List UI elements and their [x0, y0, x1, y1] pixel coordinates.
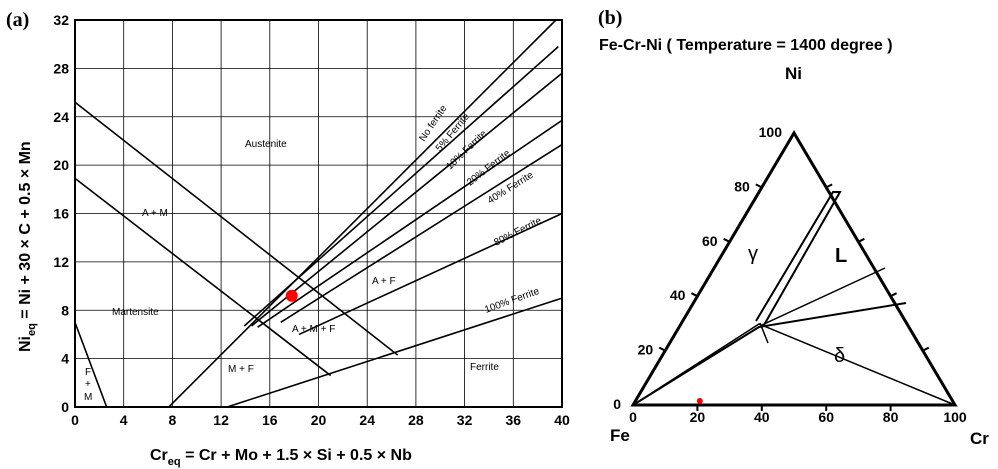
x-tick-label: 32 — [457, 412, 473, 428]
y-tick-label: 28 — [53, 60, 69, 76]
x-tick-label: 12 — [213, 412, 229, 428]
boundary-gamma-delta — [632, 323, 956, 406]
panel-a-label: (a) — [6, 9, 29, 31]
x-tick-label: 28 — [408, 412, 424, 428]
left-tick-mark — [658, 346, 666, 352]
region-a-plus-f: A + F — [372, 276, 396, 287]
y-axis-title-main: Ni — [17, 336, 34, 352]
austenite-martensite-boundary — [74, 101, 399, 356]
boundary-gamma-liquid — [755, 191, 842, 326]
y-tick-label: 20 — [53, 157, 69, 173]
region-plus-label: + — [85, 379, 91, 390]
ternary-bottom-tick-labels: 0 20 40 60 80 100 — [629, 409, 967, 425]
y-axis-title-sub: eq — [26, 323, 38, 336]
y-tick-label: 8 — [61, 302, 69, 318]
panel-a-x-tick-labels: 0 4 8 12 16 20 24 28 32 36 40 — [71, 412, 570, 428]
martensite-boundary — [74, 177, 332, 377]
region-a-plus-m-plus-f: A + M + F — [292, 324, 335, 335]
phase-delta: δ — [834, 345, 845, 367]
panel-a-y-axis-title: Nieq = Ni + 30 × C + 0.5 × Mn — [17, 141, 38, 352]
region-martensite: Martensite — [112, 307, 159, 318]
left-tick-mark — [755, 183, 763, 189]
panel-a-y-tick-labels: 0 4 8 12 16 20 24 28 32 — [53, 12, 69, 415]
panel-a-phase-lines — [74, 19, 563, 408]
panel-b-ternary-diagram: (b) Fe-Cr-Ni ( Temperature = 1400 degree… — [598, 7, 989, 448]
left-tick-label: 0 — [613, 396, 621, 412]
right-tick-mark — [890, 292, 898, 298]
region-ferrite: Ferrite — [470, 362, 499, 373]
ferrite-line-20 — [257, 119, 563, 328]
x-tick-label: 20 — [311, 412, 327, 428]
region-m-label: M — [84, 392, 92, 403]
panel-b-title: Fe-Cr-Ni ( Temperature = 1400 degree ) — [599, 37, 893, 54]
left-tick-label: 40 — [670, 287, 686, 303]
left-tick-label: 60 — [702, 233, 718, 249]
ternary-tick-marks — [658, 183, 930, 411]
y-tick-label: 0 — [61, 399, 69, 415]
vertex-label-fe: Fe — [610, 426, 630, 445]
bottom-tick-label: 20 — [690, 409, 706, 425]
ternary-triangle — [630, 130, 958, 407]
y-tick-label: 32 — [53, 12, 69, 28]
bottom-tick-label: 0 — [629, 409, 637, 425]
ferrite-line-10 — [251, 72, 563, 327]
region-f-label: F — [85, 367, 91, 378]
y-tick-label: 4 — [61, 351, 69, 367]
region-a-plus-m: A + M — [142, 208, 168, 219]
x-tick-label: 24 — [359, 412, 375, 428]
boundary-three-phase — [759, 322, 769, 344]
right-tick-mark — [825, 183, 833, 189]
region-m-plus-f: M + F — [228, 364, 254, 375]
ternary-left-tick-labels: 0 20 40 60 80 100 — [613, 124, 782, 412]
right-tick-mark — [922, 346, 930, 352]
ferrite-line-100 — [226, 297, 563, 408]
x-axis-title-rest: = Cr + Mo + 1.5 × Si + 0.5 × Nb — [181, 447, 412, 464]
vertex-label-cr: Cr — [970, 429, 989, 448]
y-axis-title-rest: = Ni + 30 × C + 0.5 × Mn — [17, 141, 34, 323]
x-tick-label: 8 — [169, 412, 177, 428]
bottom-tick-label: 80 — [883, 409, 899, 425]
panel-b-composition-marker — [696, 397, 703, 404]
ferrite-line-5 — [243, 46, 559, 327]
phase-gamma: γ — [748, 243, 758, 265]
panel-a-schaeffler-diagram: (a) 0 4 8 12 16 20 24 28 32 36 40 048121620242832 … — [6, 9, 570, 468]
x-tick-label: 0 — [71, 412, 79, 428]
right-tick-mark — [857, 237, 865, 243]
bottom-tick-label: 100 — [943, 409, 967, 425]
left-tick-label: 100 — [759, 124, 783, 140]
x-tick-label: 4 — [120, 412, 128, 428]
region-austenite: Austenite — [245, 139, 287, 150]
left-tick-label: 80 — [734, 178, 750, 194]
panel-b-label: (b) — [598, 7, 622, 29]
boundary-liquid-delta — [761, 267, 886, 326]
vertex-label-ni: Ni — [785, 64, 802, 83]
panel-a-composition-marker — [285, 289, 298, 302]
left-tick-mark — [690, 292, 698, 298]
y-tick-label: 12 — [53, 254, 69, 270]
y-tick-label: 24 — [53, 109, 69, 125]
panel-a-x-axis-title: Creq = Cr + Mo + 1.5 × Si + 0.5 × Nb — [150, 447, 412, 468]
boundary-delta-upper — [632, 302, 907, 406]
bottom-tick-label: 40 — [754, 409, 770, 425]
phase-liquid: L — [835, 245, 847, 267]
x-tick-label: 36 — [506, 412, 522, 428]
f-plus-m-boundary — [74, 322, 108, 408]
ferrite-line-80 — [298, 212, 563, 336]
bottom-tick-label: 60 — [818, 409, 834, 425]
x-tick-label: 40 — [554, 412, 570, 428]
ferrite-line-0 — [168, 19, 557, 408]
ferrite-line-40 — [280, 143, 563, 324]
y-tick-label: 16 — [53, 206, 69, 222]
x-tick-label: 16 — [262, 412, 278, 428]
x-axis-title-sub: eq — [168, 456, 181, 468]
x-axis-title-main: Cr — [150, 447, 168, 464]
left-tick-mark — [723, 237, 731, 243]
left-tick-label: 20 — [638, 342, 654, 358]
